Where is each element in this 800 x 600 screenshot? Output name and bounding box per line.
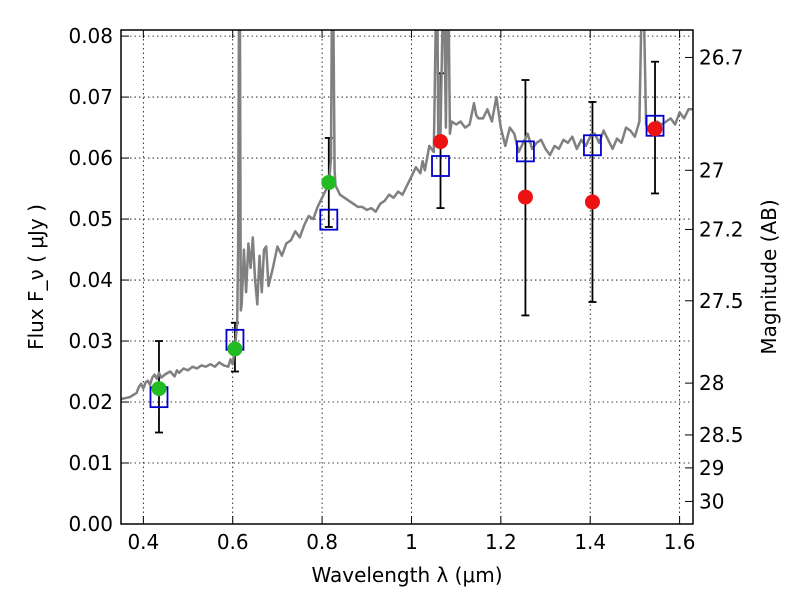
right-tick-label: 29: [699, 456, 724, 480]
right-tick-label: 27.2: [699, 217, 744, 241]
y-tick-label: 0.03: [68, 329, 113, 353]
model-spectrum-line: [121, 30, 693, 401]
observed-circle-marker: [584, 194, 600, 210]
x-axis-label: Wavelength λ (μm): [311, 563, 502, 587]
y-tick-label: 0.06: [68, 146, 113, 170]
y-tick-label: 0.01: [68, 451, 113, 475]
right-tick-label: 27.5: [699, 289, 744, 313]
observed-circle-marker: [227, 341, 243, 357]
plot-frame: [120, 29, 694, 525]
right-axis-label: Magnitude (AB): [757, 199, 781, 354]
y-tick-label: 0.05: [68, 207, 113, 231]
right-tick-label: 30: [699, 489, 724, 513]
right-tick-label: 28: [699, 371, 724, 395]
model-square-marker: [583, 134, 602, 157]
x-tick-label: 1.2: [485, 530, 517, 554]
observed-circle-marker: [517, 189, 533, 205]
x-tick-label: 0.8: [306, 530, 338, 554]
x-tick-label: 0.6: [217, 530, 249, 554]
model-square-marker: [431, 155, 450, 177]
x-tick-label: 0.4: [127, 530, 159, 554]
x-tick-label: 1.6: [664, 530, 696, 554]
observed-circle-marker: [151, 381, 167, 397]
y-axis-label: Flux F_ν ( μJy ): [24, 204, 48, 350]
y-tick-label: 0.07: [68, 85, 113, 109]
model-square-marker: [516, 140, 535, 163]
right-tick-label: 26.7: [699, 45, 744, 69]
right-tick-label: 27: [699, 158, 724, 182]
observed-circle-marker: [321, 174, 337, 190]
right-tick-label: 28.5: [699, 423, 744, 447]
x-tick-label: 1: [405, 530, 418, 554]
y-tick-label: 0.02: [68, 390, 113, 414]
x-tick-label: 1.4: [574, 530, 606, 554]
axis-ticks: 0.4 0.6 0.8 1 1.2 1.4 1.6 0.00 0.01 0.02 0.03 0.04 0…: [68, 24, 743, 554]
observed-circle-marker: [433, 134, 449, 150]
y-tick-label: 0.00: [68, 512, 113, 536]
grid-lines: [121, 30, 693, 525]
y-tick-label: 0.08: [68, 24, 113, 48]
y-tick-label: 0.04: [68, 268, 113, 292]
model-square-marker: [319, 208, 339, 231]
observed-circle-marker: [647, 121, 663, 137]
plot-data: [121, 30, 693, 434]
